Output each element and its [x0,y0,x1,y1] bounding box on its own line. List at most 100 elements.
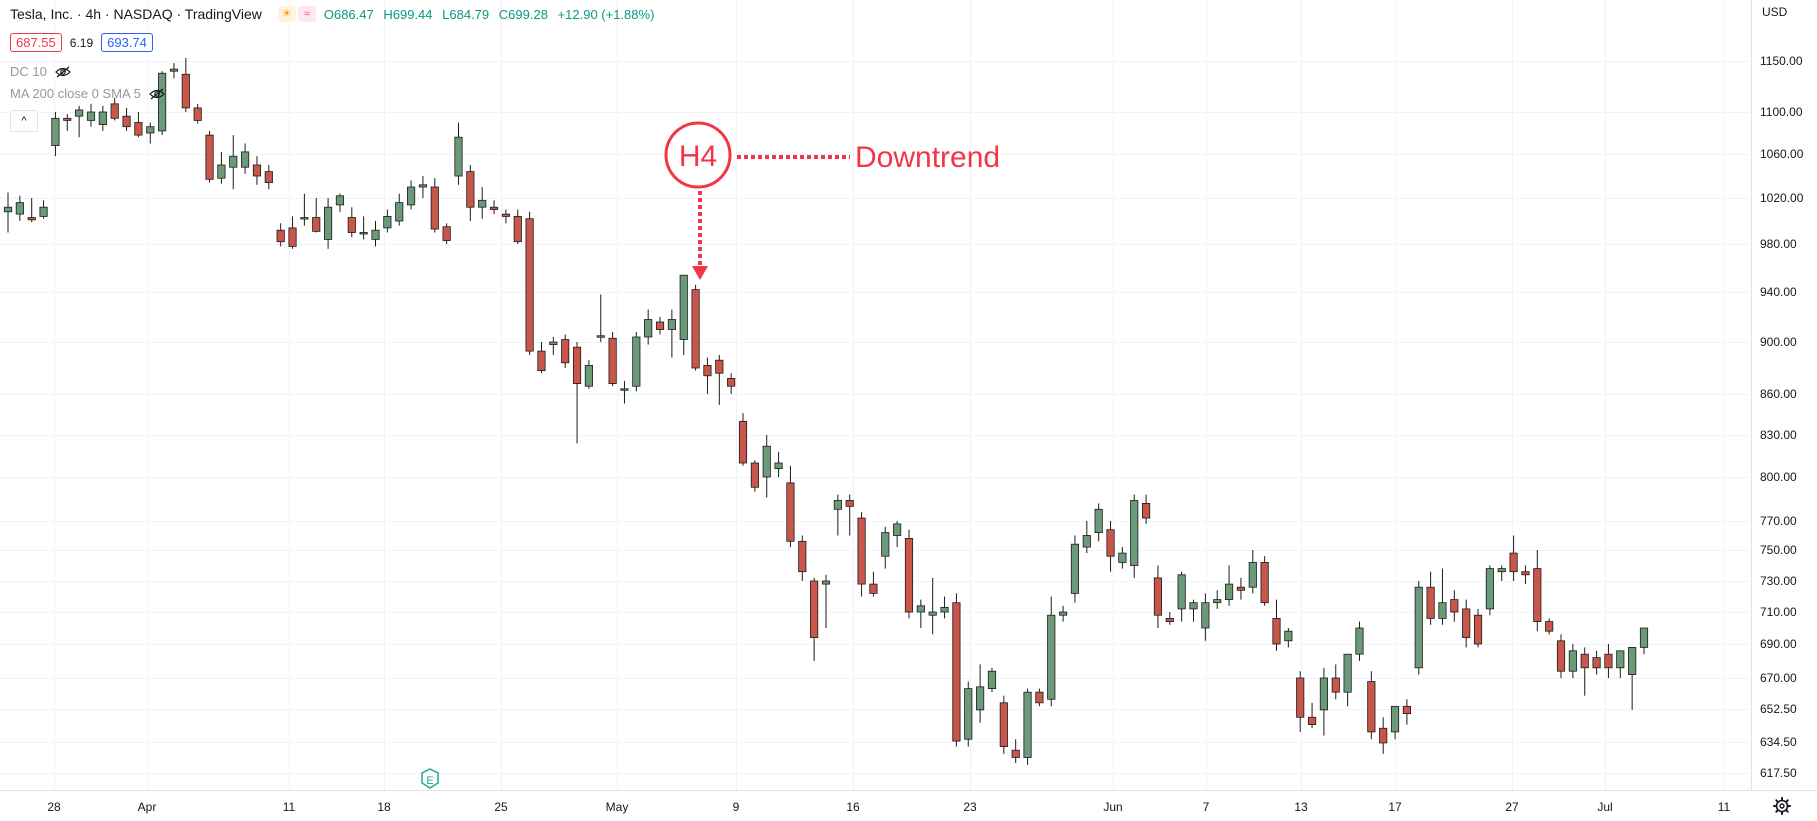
candle-up [478,199,487,208]
candle-up [881,532,890,557]
candle-up [371,229,380,240]
time-tick-label: 23 [963,800,977,814]
candle-up [596,335,605,338]
time-tick-label: 9 [733,800,740,814]
candle-down [501,213,510,217]
candle-up [1355,627,1364,655]
candle-down [1379,727,1388,744]
candle-up [1628,647,1637,676]
currency-label[interactable]: USD [1762,5,1788,19]
gear-icon[interactable] [1773,797,1791,815]
indicator-ma-label: MA 200 close 0 SMA 5 [10,86,141,101]
candle-down [1272,618,1281,645]
price-tick-label: 730.00 [1760,574,1797,588]
price-tick-label: 980.00 [1760,237,1797,251]
earnings-marker-text: E [426,775,433,787]
candle-down [869,583,878,594]
candle-up [1639,627,1649,648]
candle-up [821,580,831,585]
candle-down [904,538,914,613]
candle-up [632,336,641,387]
candle-down [798,540,807,573]
candle-up [1118,552,1127,563]
legend-collapse-row: ^ [10,110,38,132]
candle-down [608,337,617,384]
candle-up [1130,500,1139,566]
time-tick-label: 16 [846,800,860,814]
candle-up [86,111,96,121]
candle-up [667,319,676,330]
candle-down [1296,677,1305,718]
candle-up [3,206,13,213]
sell-price-button[interactable]: 687.55 [10,33,62,52]
chevron-up-icon[interactable]: ^ [10,110,38,132]
price-tick-label: 617.50 [1760,766,1797,780]
candle-down [655,321,665,330]
candle-up [75,109,84,117]
candle-up [1094,508,1103,533]
indicator-ma[interactable]: MA 200 close 0 SMA 5 [10,86,165,101]
candle-up [324,206,333,240]
candle-up [335,195,345,206]
candle-up [584,364,593,387]
time-axis[interactable]: 28 Apr 11 18 25 May 9 16 23 Jun 7 13 17 27 Jul 11 [47,800,1730,814]
candle-up [1023,691,1032,758]
downtrend-label: Downtrend [855,141,1000,174]
candle-down [1153,577,1163,616]
price-tick-label: 1060.00 [1760,147,1804,161]
candle-up [987,670,997,690]
candle-down [442,226,451,241]
candle-down [513,215,522,243]
candle-down [1604,653,1613,669]
downtrend-annotation[interactable]: H4 Downtrend [664,121,1000,280]
candle-down [750,462,759,488]
candle-up [418,184,428,188]
time-tick-label: 11 [1718,800,1731,814]
candle-down [1035,691,1044,704]
candle-down [1521,571,1530,576]
time-tick-label: 7 [1203,800,1210,814]
time-tick-label: 13 [1294,800,1308,814]
candle-up [1319,677,1328,711]
candle-down [1580,653,1589,669]
candle-down [1533,568,1542,622]
candle-up [916,605,925,613]
candle-up [1485,568,1494,610]
candles [3,57,1649,765]
candle-down [1367,681,1376,733]
candle-up [395,202,404,222]
candle-up [1284,630,1293,642]
candle-up [98,111,107,125]
candle-up [300,217,309,220]
candle-up [1201,602,1210,629]
indicator-dc-label: DC 10 [10,64,47,79]
time-tick-label: Apr [138,800,157,814]
candle-down [1106,529,1115,557]
candle-down [1236,586,1246,591]
candle-down [1142,502,1151,519]
candle-down [264,171,273,184]
candle-up [39,206,48,217]
price-axis[interactable]: 1150.00 1100.00 1060.00 1020.00 980.00 940.00… [1760,54,1804,780]
candle-down [466,171,475,208]
time-tick-label: Jun [1103,800,1122,814]
candle-down [845,500,854,507]
candle-down [1473,614,1483,645]
eye-slash-icon[interactable] [55,66,71,78]
candle-up [229,155,238,168]
buy-price-button[interactable]: 693.74 [101,33,153,52]
candle-down [312,217,321,232]
candle-up [1189,602,1198,610]
symbol-title[interactable]: Tesla, Inc. · 4h · NASDAQ · TradingView [10,6,262,22]
candle-down [1011,749,1020,758]
candle-down [1426,586,1435,619]
price-tick-label: 750.00 [1760,543,1797,557]
earnings-marker[interactable]: E [421,768,439,789]
indicator-dc[interactable]: DC 10 [10,64,71,79]
symbol-legend: Tesla, Inc. · 4h · NASDAQ · TradingView … [10,6,660,22]
eye-slash-icon[interactable] [148,88,165,100]
market-status: ☀ ≈ [277,6,316,22]
candle-down [1556,640,1566,672]
candle-down [205,134,214,180]
